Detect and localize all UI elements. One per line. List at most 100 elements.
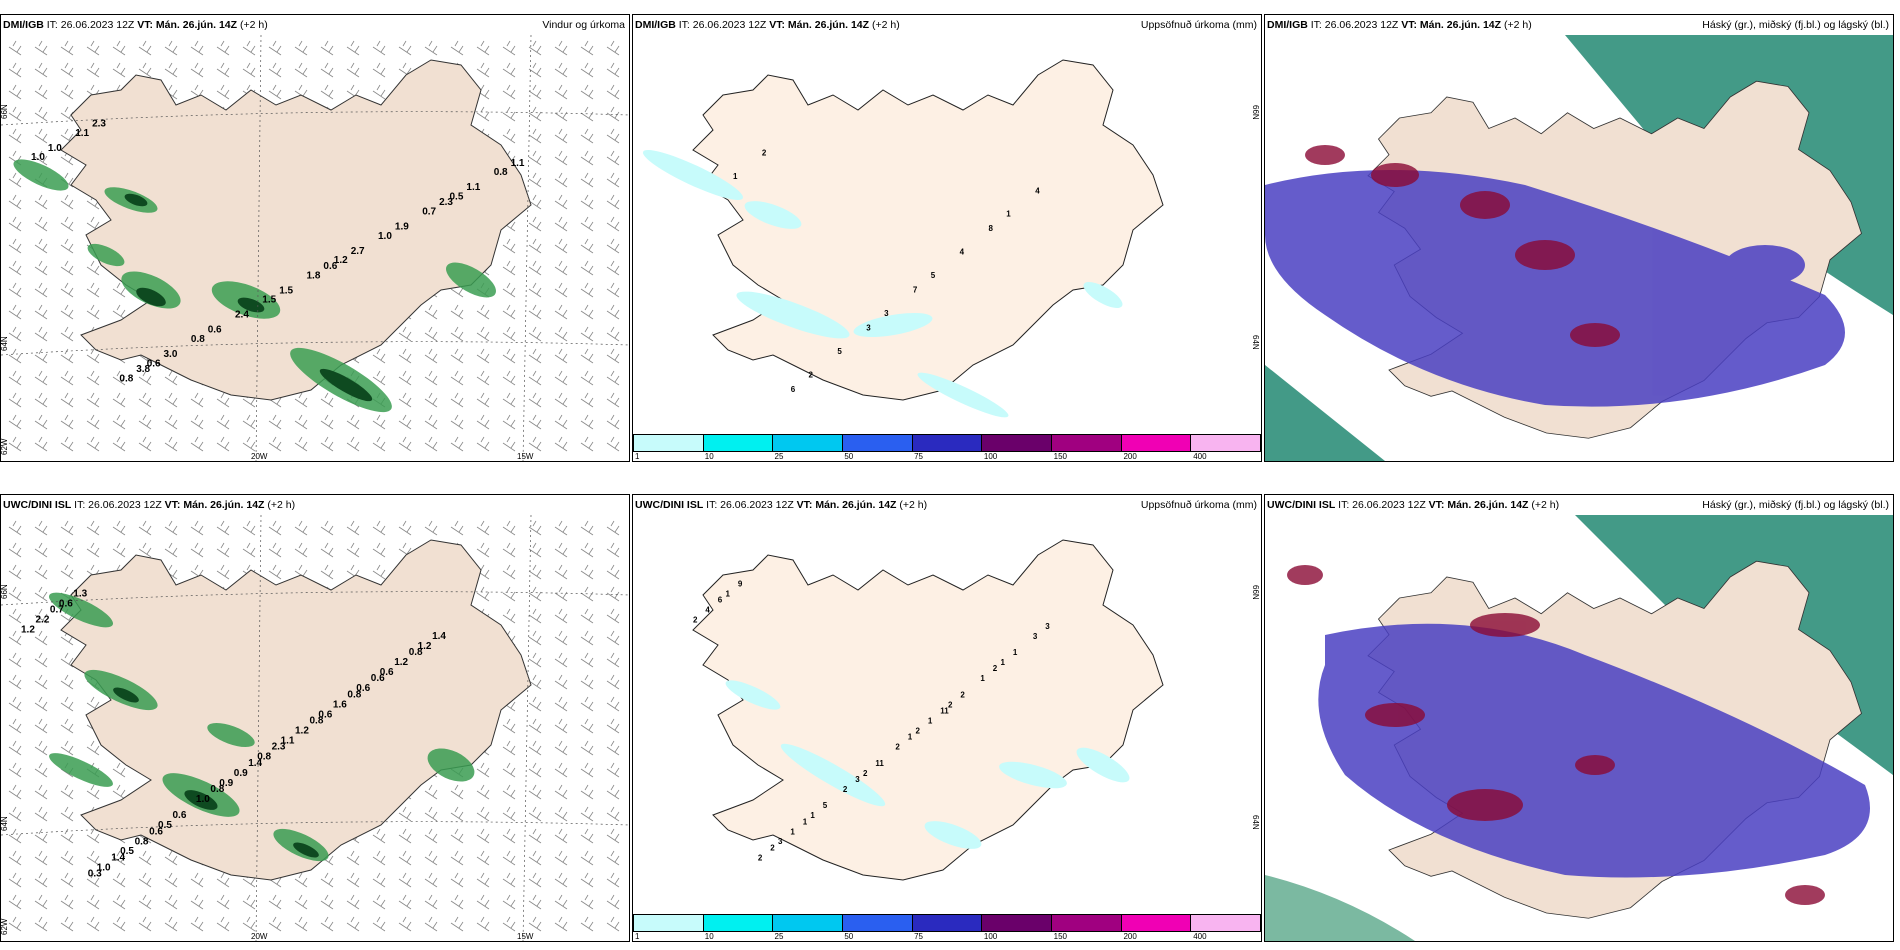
value-label: 1.1 — [511, 158, 525, 169]
colorbar-cell — [773, 435, 844, 451]
iceland-land — [60, 539, 532, 881]
value-label: 1 — [1006, 210, 1011, 219]
colorbar-label: 1 — [635, 452, 640, 461]
value-label: 5 — [823, 801, 828, 810]
value-labels: 1.21.10.50.60.90.60.60.51.20.81.00.61.02… — [21, 589, 446, 880]
colorbar-label: 25 — [774, 932, 784, 941]
map-precip: 2 2 3 1 2 1 2 1 3 2 2 1 2 4 1 1 1 11 9 2 5 3 1 2 2 3 6 11 1 66N 64N — [633, 515, 1261, 909]
colorbar-label: 200 — [1123, 932, 1137, 941]
value-label: 1 — [810, 811, 815, 820]
value-label: 2 — [762, 148, 767, 157]
lat-label: 62W — [1, 438, 9, 455]
value-labels: 1.01.20.60.51.51.11.00.80.81.80.80.72.41… — [31, 119, 525, 385]
colorbar-cell — [982, 915, 1053, 931]
colorbar-cell — [1191, 435, 1261, 451]
grid-lines — [1, 35, 629, 461]
value-label: 4 — [705, 606, 710, 615]
value-label: 1.8 — [307, 270, 321, 281]
value-label: 0.6 — [380, 667, 394, 678]
colorbar-cell — [634, 915, 704, 931]
value-label: 11 — [875, 759, 884, 768]
value-label: 11 — [940, 707, 949, 716]
value-label: 0.8 — [494, 167, 508, 178]
value-label: 1.1 — [466, 182, 480, 193]
precip-dark-cores — [113, 687, 319, 858]
value-label: 7 — [913, 286, 918, 295]
cloud-map-svg — [1265, 35, 1893, 461]
panel-precip-dmi: DMI/IGB IT: 26.06.2023 12Z VT: Mán. 26.j… — [632, 14, 1262, 462]
value-label: 2.2 — [36, 615, 50, 626]
colorbar-label: 50 — [844, 932, 854, 941]
low-cloud — [1305, 145, 1620, 347]
high-cloud — [1265, 365, 1385, 461]
value-label: 0.8 — [210, 784, 224, 795]
lat-label: 66N — [1251, 105, 1260, 120]
value-label: 1.0 — [31, 152, 45, 163]
value-label: 0.6 — [173, 810, 187, 821]
value-label: 0.8 — [257, 752, 271, 763]
value-label: 2 — [770, 843, 775, 852]
colorbar-cell — [1052, 435, 1122, 451]
lon-label: 15W — [517, 452, 534, 461]
value-labels: 1 5 2 1 3 2 4 5 4 7 6 8 3 — [733, 148, 1040, 394]
panel-header: UWC/DINI ISL IT: 26.06.2023 12Z VT: Mán.… — [1267, 499, 1560, 511]
value-label: 1 — [928, 717, 933, 726]
value-label: 3.8 — [136, 364, 150, 375]
colorbar-label: 25 — [774, 452, 784, 461]
value-label: 1 — [803, 817, 808, 826]
colorbar-label: 100 — [983, 452, 998, 461]
colorbar-label: 75 — [914, 452, 924, 461]
panel-cloud-uwc: UWC/DINI ISL IT: 26.06.2023 12Z VT: Mán.… — [1264, 494, 1894, 942]
map-wind: 1.0 1.2 0.6 0.5 1.5 1.1 1.0 0.8 0.8 1.8 0.8 0.7 2.4 1… — [1, 35, 629, 461]
value-label: 2.4 — [235, 310, 249, 321]
panel-header: UWC/DINI ISL IT: 26.06.2023 12Z VT: Mán.… — [635, 499, 928, 511]
colorbar-label: 400 — [1193, 932, 1207, 941]
value-label: 1.2 — [334, 255, 348, 266]
colorbar-label: 150 — [1053, 932, 1068, 941]
value-label: 1 — [790, 827, 795, 836]
panel-product: Uppsöfnuð úrkoma (mm) — [1140, 499, 1257, 511]
value-label: 0.8 — [310, 716, 324, 727]
value-label: 0.6 — [318, 709, 332, 720]
colorbar-cell — [843, 915, 913, 931]
value-label: 0.5 — [120, 846, 134, 857]
colorbar-label: 75 — [914, 932, 924, 941]
colorbar-cell — [1121, 435, 1192, 451]
panel-product: Háský (gr.), miðský (fj.bl.) og lágský (… — [1702, 499, 1889, 511]
value-label: 2 — [758, 853, 763, 862]
precip-areas — [642, 150, 1123, 418]
value-label: 1.0 — [196, 794, 210, 805]
colorbar-label: 150 — [1053, 452, 1068, 461]
value-label: 2 — [993, 664, 998, 673]
value-label: 3 — [884, 309, 889, 318]
value-label: 1.2 — [295, 726, 309, 737]
lat-label: 62W — [1, 918, 9, 935]
colorbar-label: 10 — [704, 932, 714, 941]
colorbar-labels: 1 10 25 50 75 100 150 200 400 — [633, 452, 1261, 461]
colorbar-cell — [843, 435, 913, 451]
colorbar-label: 400 — [1193, 452, 1207, 461]
value-label: 1 — [733, 172, 738, 181]
value-label: 2 — [916, 727, 921, 736]
value-label: 1.4 — [248, 758, 262, 769]
value-label: 3 — [855, 775, 860, 784]
value-label: 0.6 — [147, 358, 161, 369]
panel-header: UWC/DINI ISL IT: 26.06.2023 12Z VT: Mán.… — [3, 499, 296, 511]
value-label: 0.6 — [323, 261, 337, 272]
lon-label: 20W — [251, 932, 268, 941]
value-label: 0.8 — [191, 334, 205, 345]
lat-label: 64N — [1, 336, 9, 351]
precip-areas — [725, 680, 1130, 849]
value-label: 0.8 — [119, 373, 133, 384]
value-label: 1.0 — [378, 231, 392, 242]
value-label: 0.7 — [50, 605, 64, 616]
value-label: 1.1 — [281, 736, 295, 747]
colorbar-cell — [982, 435, 1053, 451]
value-label: 9 — [738, 580, 743, 589]
value-label: 2.3 — [92, 119, 106, 130]
value-label: 1.3 — [73, 589, 87, 600]
value-label: 1.0 — [97, 862, 111, 873]
value-label: 3 — [778, 837, 783, 846]
